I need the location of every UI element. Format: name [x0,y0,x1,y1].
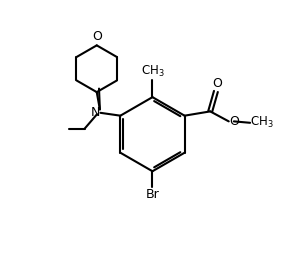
Text: CH$_3$: CH$_3$ [250,115,274,130]
Text: O: O [229,115,239,128]
Text: N: N [91,106,100,119]
Text: CH$_3$: CH$_3$ [141,63,164,79]
Text: Br: Br [146,188,159,201]
Text: O: O [92,30,102,43]
Text: O: O [212,77,222,90]
